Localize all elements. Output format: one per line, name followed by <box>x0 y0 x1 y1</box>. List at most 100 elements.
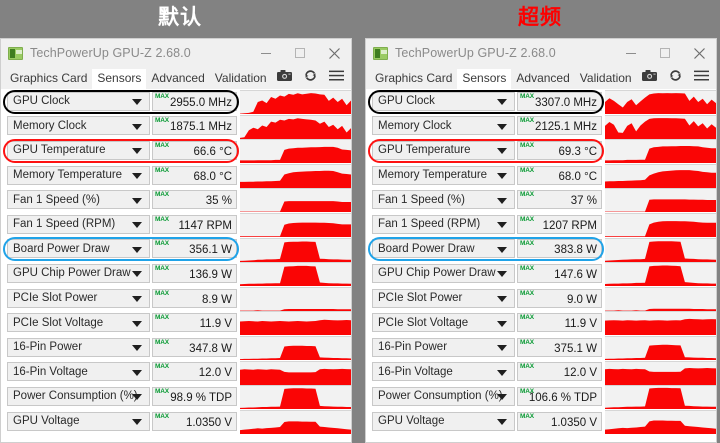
title-bar[interactable]: TechPowerUp GPU-Z 2.68.0 <box>366 39 716 67</box>
gpuz-window-default[interactable]: TechPowerUp GPU-Z 2.68.0 Graphics Card Sen… <box>0 38 352 443</box>
chevron-down-icon[interactable] <box>497 369 507 376</box>
sensor-select-16-pin-power[interactable]: 16-Pin Power <box>372 337 515 357</box>
sensor-select-16-pin-voltage[interactable]: 16-Pin Voltage <box>7 362 150 382</box>
sensor-select-gpu-clock[interactable]: GPU Clock <box>372 91 515 111</box>
tab-sensors[interactable]: Sensors <box>457 69 512 89</box>
sensor-row-gpu-voltage[interactable]: GPU Voltage MAX 1.0350 V <box>1 409 351 434</box>
sensor-row-gpu-clock[interactable]: GPU Clock MAX 3307.0 MHz <box>366 89 716 114</box>
chevron-down-icon[interactable] <box>497 296 507 303</box>
camera-icon[interactable] <box>277 70 292 81</box>
sensor-select-gpu-temperature[interactable]: GPU Temperature <box>372 140 515 160</box>
sensor-row-memory-temperature[interactable]: Memory Temperature MAX 68.0 °C <box>366 163 716 188</box>
sensor-row-fan-1-speed-rpm[interactable]: Fan 1 Speed (RPM) MAX 1147 RPM <box>1 212 351 237</box>
sensor-select-gpu-voltage[interactable]: GPU Voltage <box>7 411 150 431</box>
tab-graphics-card[interactable]: Graphics Card <box>10 71 88 85</box>
sensor-select-pcie-slot-power[interactable]: PCIe Slot Power <box>372 288 515 308</box>
tab-advanced[interactable]: Advanced <box>516 71 570 85</box>
close-button[interactable] <box>317 39 351 67</box>
sensor-select-memory-clock[interactable]: Memory Clock <box>372 116 515 136</box>
sensor-row-gpu-clock[interactable]: GPU Clock MAX 2955.0 MHz <box>1 89 351 114</box>
maximize-button[interactable] <box>283 39 317 67</box>
chevron-down-icon[interactable] <box>132 271 142 278</box>
sensor-row-power-consumption[interactable]: Power Consumption (%) MAX 106.6 % TDP <box>366 384 716 410</box>
sensor-row-gpu-chip-power-draw[interactable]: GPU Chip Power Draw MAX 136.9 W <box>1 261 351 287</box>
minimize-button[interactable] <box>249 39 283 67</box>
title-bar[interactable]: TechPowerUp GPU-Z 2.68.0 <box>1 39 351 67</box>
sensor-row-16-pin-power[interactable]: 16-Pin Power MAX 347.8 W <box>1 335 351 360</box>
tab-graphics-card[interactable]: Graphics Card <box>375 71 453 85</box>
sensor-select-pcie-slot-voltage[interactable]: PCIe Slot Voltage <box>372 313 515 333</box>
chevron-down-icon[interactable] <box>497 222 507 229</box>
chevron-down-icon[interactable] <box>497 394 507 401</box>
sensor-select-memory-clock[interactable]: Memory Clock <box>7 116 150 136</box>
sensor-select-memory-temperature[interactable]: Memory Temperature <box>372 165 515 185</box>
chevron-down-icon[interactable] <box>497 246 507 253</box>
sensor-select-gpu-voltage[interactable]: GPU Voltage <box>372 411 515 431</box>
minimize-button[interactable] <box>614 39 648 67</box>
hamburger-menu-icon[interactable] <box>694 70 709 81</box>
sensor-row-fan-1-speed[interactable]: Fan 1 Speed (%) MAX 35 % <box>1 187 351 213</box>
sensor-select-pcie-slot-voltage[interactable]: PCIe Slot Voltage <box>7 313 150 333</box>
sensor-row-16-pin-power[interactable]: 16-Pin Power MAX 375.1 W <box>366 335 716 360</box>
maximize-button[interactable] <box>648 39 682 67</box>
sensor-select-fan-1-speed[interactable]: Fan 1 Speed (%) <box>372 190 515 210</box>
sensor-select-gpu-chip-power-draw[interactable]: GPU Chip Power Draw <box>7 263 150 283</box>
chevron-down-icon[interactable] <box>132 222 142 229</box>
sensor-row-pcie-slot-voltage[interactable]: PCIe Slot Voltage MAX 11.9 V <box>1 310 351 336</box>
sensor-row-board-power-draw[interactable]: Board Power Draw MAX 356.1 W <box>1 237 351 262</box>
sensor-row-board-power-draw[interactable]: Board Power Draw MAX 383.8 W <box>366 237 716 262</box>
sensor-row-gpu-chip-power-draw[interactable]: GPU Chip Power Draw MAX 147.6 W <box>366 261 716 287</box>
sensor-row-gpu-voltage[interactable]: GPU Voltage MAX 1.0350 V <box>366 409 716 434</box>
chevron-down-icon[interactable] <box>497 99 507 106</box>
sensor-select-fan-1-speed[interactable]: Fan 1 Speed (%) <box>7 190 150 210</box>
sensor-row-gpu-temperature[interactable]: GPU Temperature MAX 66.6 °C <box>1 138 351 164</box>
chevron-down-icon[interactable] <box>132 197 142 204</box>
sensor-row-memory-temperature[interactable]: Memory Temperature MAX 68.0 °C <box>1 163 351 188</box>
chevron-down-icon[interactable] <box>132 246 142 253</box>
chevron-down-icon[interactable] <box>497 320 507 327</box>
close-button[interactable] <box>682 39 716 67</box>
sensor-select-board-power-draw[interactable]: Board Power Draw <box>372 239 515 259</box>
chevron-down-icon[interactable] <box>132 345 142 352</box>
chevron-down-icon[interactable] <box>132 148 142 155</box>
chevron-down-icon[interactable] <box>132 123 142 130</box>
chevron-down-icon[interactable] <box>132 419 142 426</box>
sensor-select-pcie-slot-power[interactable]: PCIe Slot Power <box>7 288 150 308</box>
sensor-select-fan-1-speed-rpm[interactable]: Fan 1 Speed (RPM) <box>372 214 515 234</box>
chevron-down-icon[interactable] <box>132 173 142 180</box>
chevron-down-icon[interactable] <box>497 148 507 155</box>
sensor-row-fan-1-speed[interactable]: Fan 1 Speed (%) MAX 37 % <box>366 187 716 213</box>
sensor-select-16-pin-power[interactable]: 16-Pin Power <box>7 337 150 357</box>
sensor-row-fan-1-speed-rpm[interactable]: Fan 1 Speed (RPM) MAX 1207 RPM <box>366 212 716 237</box>
chevron-down-icon[interactable] <box>132 99 142 106</box>
sensor-select-board-power-draw[interactable]: Board Power Draw <box>7 239 150 259</box>
tab-validation[interactable]: Validation <box>579 71 632 85</box>
chevron-down-icon[interactable] <box>132 320 142 327</box>
sensor-row-pcie-slot-voltage[interactable]: PCIe Slot Voltage MAX 11.9 V <box>366 310 716 336</box>
sensor-select-gpu-clock[interactable]: GPU Clock <box>7 91 150 111</box>
camera-icon[interactable] <box>642 70 657 81</box>
chevron-down-icon[interactable] <box>132 369 142 376</box>
chevron-down-icon[interactable] <box>497 419 507 426</box>
sensor-row-gpu-temperature[interactable]: GPU Temperature MAX 69.3 °C <box>366 138 716 164</box>
sensor-row-power-consumption[interactable]: Power Consumption (%) MAX 98.9 % TDP <box>1 384 351 410</box>
gpuz-window-overclock[interactable]: TechPowerUp GPU-Z 2.68.0 Graphics Card Sen… <box>365 38 717 443</box>
refresh-icon[interactable] <box>304 69 317 82</box>
tab-advanced[interactable]: Advanced <box>151 71 205 85</box>
tab-sensors[interactable]: Sensors <box>92 69 147 89</box>
chevron-down-icon[interactable] <box>132 394 142 401</box>
sensor-select-fan-1-speed-rpm[interactable]: Fan 1 Speed (RPM) <box>7 214 150 234</box>
sensor-row-16-pin-voltage[interactable]: 16-Pin Voltage MAX 12.0 V <box>1 360 351 385</box>
hamburger-menu-icon[interactable] <box>329 70 344 81</box>
chevron-down-icon[interactable] <box>497 123 507 130</box>
refresh-icon[interactable] <box>669 69 682 82</box>
sensor-select-16-pin-voltage[interactable]: 16-Pin Voltage <box>372 362 515 382</box>
sensor-row-pcie-slot-power[interactable]: PCIe Slot Power MAX 9.0 W <box>366 286 716 311</box>
chevron-down-icon[interactable] <box>497 345 507 352</box>
chevron-down-icon[interactable] <box>132 296 142 303</box>
sensor-row-16-pin-voltage[interactable]: 16-Pin Voltage MAX 12.0 V <box>366 360 716 385</box>
chevron-down-icon[interactable] <box>497 271 507 278</box>
sensor-select-power-consumption[interactable]: Power Consumption (%) <box>7 386 150 406</box>
sensor-select-memory-temperature[interactable]: Memory Temperature <box>7 165 150 185</box>
sensor-row-memory-clock[interactable]: Memory Clock MAX 1875.1 MHz <box>1 114 351 139</box>
